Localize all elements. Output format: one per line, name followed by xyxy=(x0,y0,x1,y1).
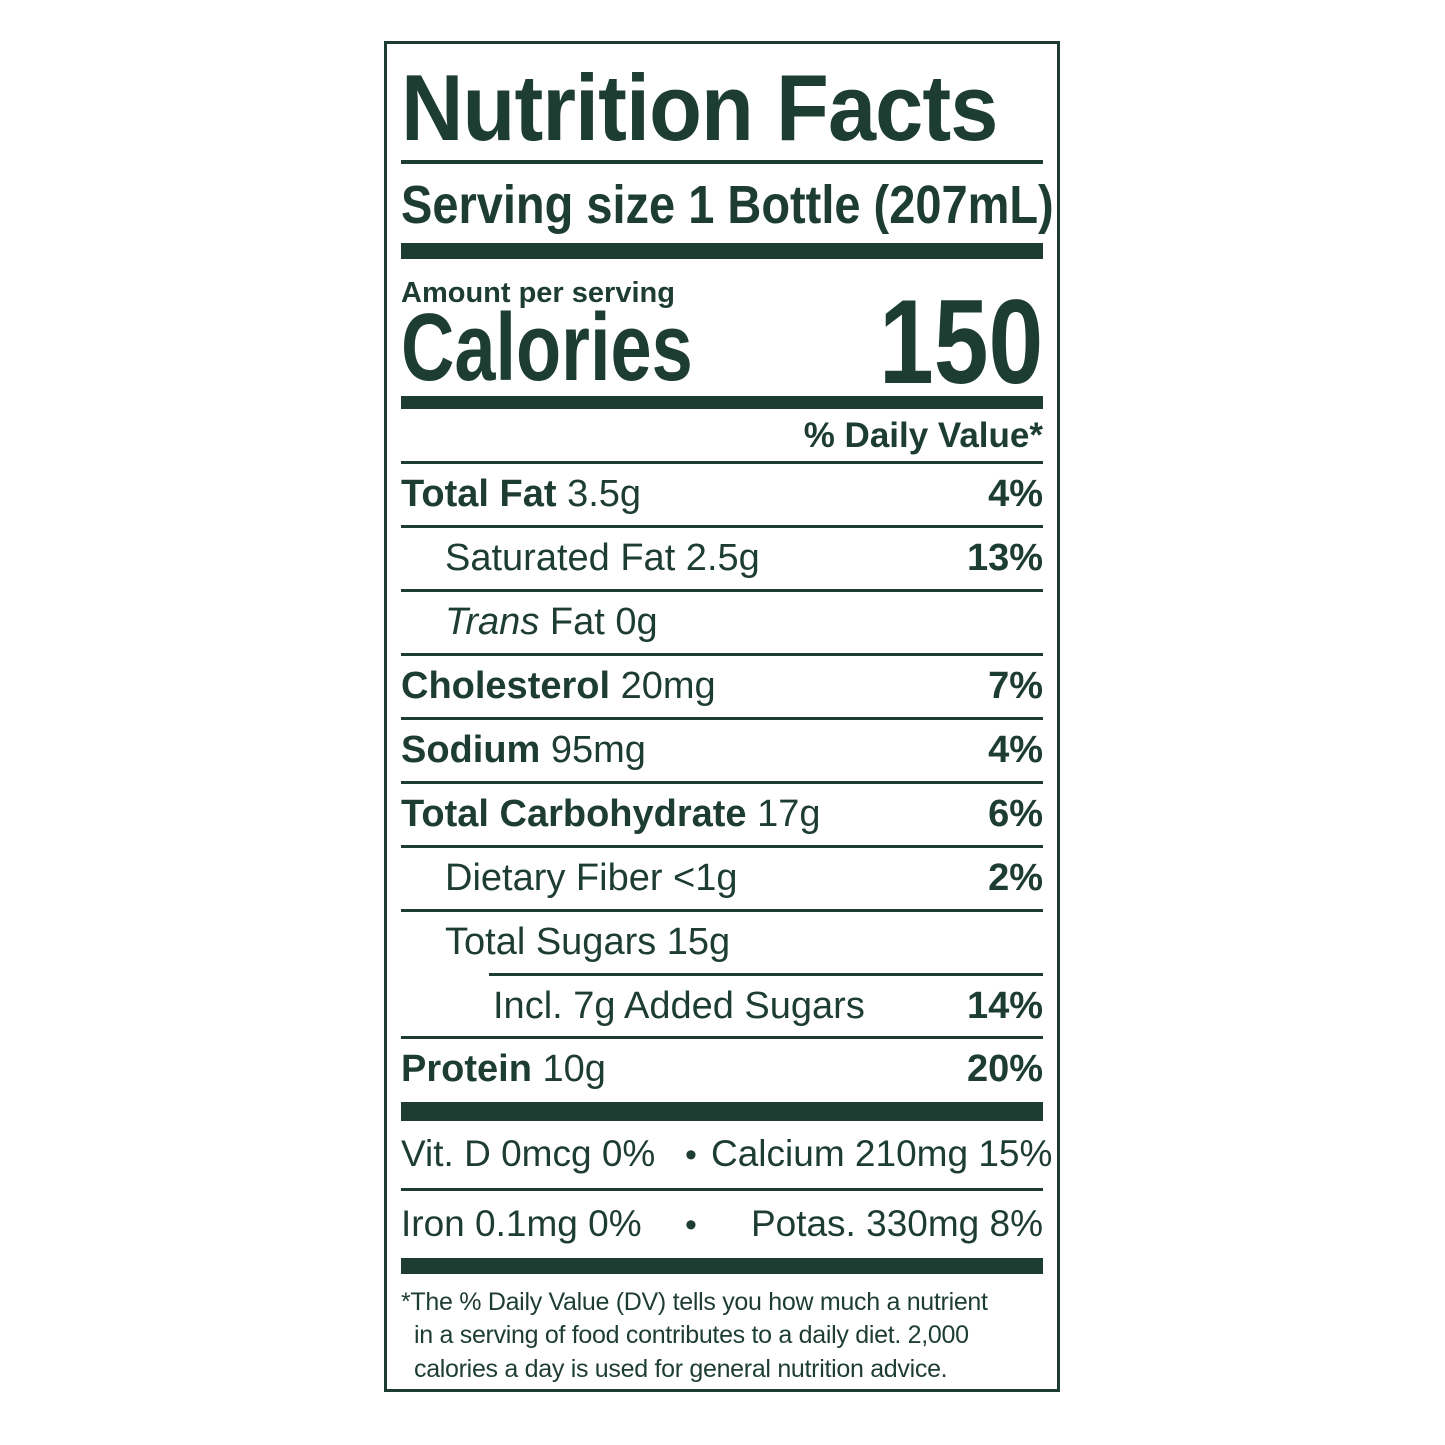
nutrient-name: Cholesterol 20mg xyxy=(401,665,716,708)
nutrient-dv: 14% xyxy=(966,984,1043,1027)
title-divider xyxy=(401,159,1043,164)
nutrient-dv: 20% xyxy=(966,1048,1043,1091)
nutrient-name-text: Total Fat xyxy=(401,473,557,516)
row-separator xyxy=(401,908,1043,912)
footnote: *The % Daily Value (DV) tells you how mu… xyxy=(401,1274,1043,1387)
nutrient-amount: 2.5g xyxy=(675,537,760,580)
nutrient-row-added-sugars: Incl. 7g Added Sugars 14% xyxy=(401,976,1043,1037)
daily-value-header: % Daily Value* xyxy=(803,416,1043,456)
nutrient-name: Total Fat 3.5g xyxy=(401,475,641,515)
micronutrient-left: Vit. D 0mcg 0% xyxy=(401,1133,656,1175)
nutrient-row-total-fat: Total Fat 3.5g 4% xyxy=(401,464,1043,525)
calories-label: Calories xyxy=(401,293,693,401)
nutrient-row-total-sugars: Total Sugars 15g xyxy=(401,912,1043,973)
nutrient-amount: 95mg xyxy=(540,729,646,772)
row-separator xyxy=(401,1036,1043,1040)
calories-row: Calories 150 xyxy=(401,282,1043,401)
nutrient-row-trans-fat: Trans Fat 0g xyxy=(401,592,1043,653)
nutrient-row-sodium: Sodium 95mg 4% xyxy=(401,720,1043,781)
nutrient-amount: 10g xyxy=(531,1048,606,1091)
calories-value: 150 xyxy=(878,274,1043,409)
nutrient-name: Total Carbohydrate 17g xyxy=(401,792,821,835)
serving-separator-bar xyxy=(401,243,1043,260)
nutrient-dv: 7% xyxy=(988,665,1043,708)
nutrient-row-dietary-fiber: Dietary Fiber <1g 2% xyxy=(401,848,1043,909)
row-separator xyxy=(401,653,1043,657)
bullet-separator: • xyxy=(685,1206,697,1245)
micronutrient-right: Potas. 330mg 8% xyxy=(750,1203,1043,1245)
nutrient-dv: 4% xyxy=(988,729,1043,772)
nutrient-name: Dietary Fiber <1g xyxy=(445,856,738,899)
nutrient-amount: 0g xyxy=(604,601,658,644)
bullet-separator: • xyxy=(685,1136,697,1175)
nutrient-name-text: Total Carbohydrate xyxy=(401,792,747,835)
nutrient-dv: 2% xyxy=(988,856,1043,899)
nutrient-name: Sodium 95mg xyxy=(401,729,646,772)
row-separator xyxy=(401,1188,1043,1192)
amount-per-serving-label: Amount per serving xyxy=(401,277,675,310)
nutrient-name: Saturated Fat 2.5g xyxy=(445,537,760,580)
added-sugars-separator xyxy=(489,972,1043,976)
nutrient-row-saturated-fat: Saturated Fat 2.5g 13% xyxy=(401,528,1043,589)
row-separator xyxy=(401,717,1043,721)
nutrient-amount: 20mg xyxy=(610,665,716,708)
label-title: Nutrition Facts xyxy=(401,55,998,160)
row-separator xyxy=(401,844,1043,848)
footnote-line: in a serving of food contributes to a da… xyxy=(414,1321,969,1350)
footnote-separator-bar xyxy=(401,1257,1043,1274)
micronutrient-row-iron-potassium: Iron 0.1mg 0% • Potas. 330mg 8% xyxy=(401,1191,1043,1258)
nutrient-name-text: Cholesterol xyxy=(401,665,611,708)
nutrient-name-text: Saturated Fat xyxy=(445,537,676,580)
nutrient-dv: 13% xyxy=(966,537,1043,580)
row-separator xyxy=(401,589,1043,593)
footnote-line: *The % Daily Value (DV) tells you how mu… xyxy=(401,1287,988,1316)
footnote-line: calories a day is used for general nutri… xyxy=(414,1354,948,1383)
nutrient-amount: 17g xyxy=(746,792,821,835)
serving-size: Serving size 1 Bottle (207mL) xyxy=(401,174,1054,235)
nutrient-name: Protein 10g xyxy=(401,1050,606,1090)
nutrient-name-text: Incl. 7g Added Sugars xyxy=(493,984,865,1027)
nutrient-name-text: Total Sugars xyxy=(445,920,657,963)
nutrition-facts-label: Nutrition Facts Serving size 1 Bottle (2… xyxy=(384,41,1060,1392)
row-separator xyxy=(401,461,1043,465)
nutrient-row-protein: Protein 10g 20% xyxy=(401,1039,1043,1100)
micronutrients-separator-bar xyxy=(401,1102,1043,1122)
nutrient-dv: 6% xyxy=(988,792,1043,835)
row-separator xyxy=(401,525,1043,529)
nutrient-amount: <1g xyxy=(662,856,738,899)
nutrient-row-cholesterol: Cholesterol 20mg 7% xyxy=(401,656,1043,717)
nutrient-name-italic: Trans xyxy=(445,601,540,644)
nutrient-amount: 15g xyxy=(656,920,731,963)
calories-separator-bar xyxy=(401,396,1043,410)
nutrient-name: Incl. 7g Added Sugars xyxy=(493,984,865,1027)
micronutrient-row-vitd-calcium: Vit. D 0mcg 0% • Calcium 210mg 15% xyxy=(401,1121,1052,1188)
row-separator xyxy=(401,780,1043,784)
nutrient-name-text: Dietary Fiber xyxy=(445,856,663,899)
nutrient-dv: 4% xyxy=(988,473,1043,516)
micronutrient-right: Calcium 210mg 15% xyxy=(711,1133,1053,1175)
nutrient-name-text: Protein xyxy=(401,1048,532,1091)
nutrient-name: Trans Fat 0g xyxy=(445,601,658,644)
nutrient-name: Total Sugars 15g xyxy=(445,920,731,963)
nutrient-amount: 3.5g xyxy=(556,473,642,516)
nutrient-row-total-carbohydrate: Total Carbohydrate 17g 6% xyxy=(401,784,1043,845)
nutrient-name-text: Sodium xyxy=(401,729,541,772)
micronutrient-left: Iron 0.1mg 0% xyxy=(401,1203,642,1245)
nutrient-name-text: Fat xyxy=(539,601,605,644)
